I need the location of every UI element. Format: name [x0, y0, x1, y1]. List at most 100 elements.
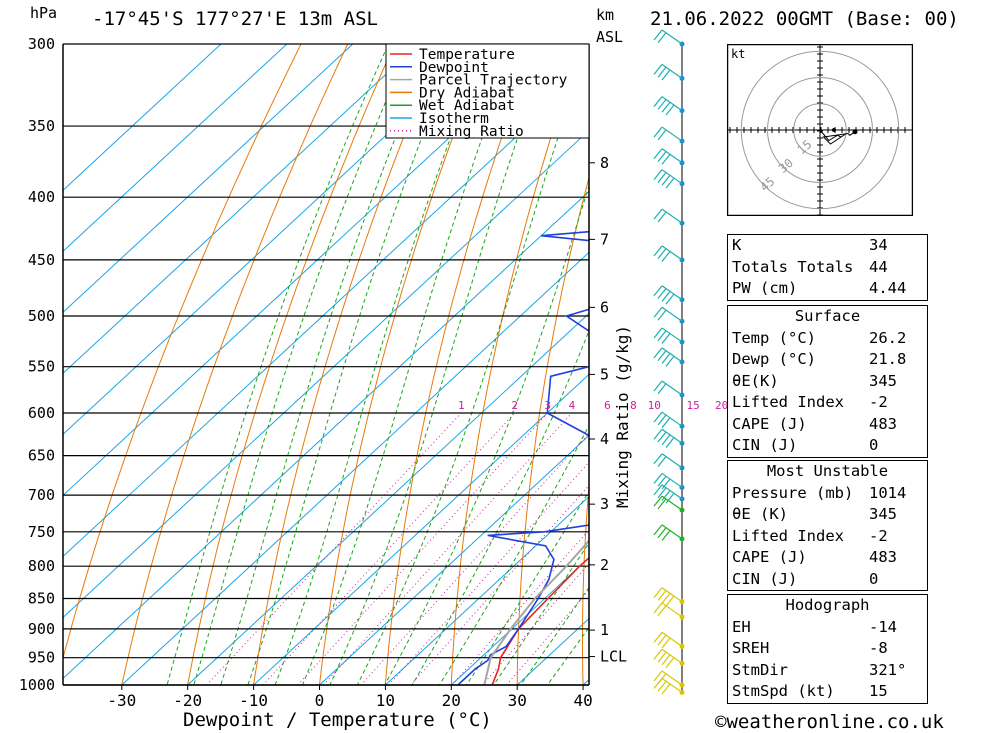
pressure-tick-label: 600 [28, 404, 55, 422]
barb-flag [661, 69, 671, 81]
wet-adiabat-line [193, 44, 412, 685]
barb-staff [661, 380, 683, 396]
wind-barb [653, 63, 683, 81]
wind-barb [653, 306, 683, 322]
isotherm-line [63, 44, 551, 497]
height-tick-label: 5 [600, 365, 609, 383]
barb-flag [661, 637, 671, 649]
index-row-totals: Totals Totals 44 [732, 257, 888, 276]
wet-adiabat-line [356, 44, 589, 685]
barb-flag [653, 63, 663, 75]
height-unit-km: km [596, 6, 615, 24]
wind-barb [653, 428, 683, 448]
x-tick-label: 20 [442, 691, 461, 710]
isotherm-line [63, 44, 354, 313]
wind-barb [653, 96, 683, 116]
height-tick-label: 8 [600, 154, 609, 172]
barb-flag [665, 657, 675, 669]
x-tick-label: 40 [573, 691, 592, 710]
series-line-dewpoint [457, 116, 589, 685]
page-title: -17°45'S 177°27'E 13m ASL [92, 8, 378, 30]
barb-staff [661, 245, 683, 261]
wind-barb [653, 484, 683, 504]
mixing-ratio-line [506, 589, 589, 685]
mixing-ratio-label: 15 [686, 399, 699, 412]
barb-flag [653, 428, 663, 440]
barb-flag [653, 524, 663, 536]
barb-flag [657, 309, 667, 321]
barb-flag [665, 595, 675, 607]
height-tick-label: 4 [600, 430, 609, 448]
barb-flag [653, 484, 663, 496]
wet-adiabat-line [329, 44, 552, 685]
hodograph-ring [793, 103, 847, 157]
barb-flag [653, 587, 663, 598]
legend-box [385, 43, 590, 139]
x-tick-label: 30 [508, 691, 527, 710]
wet-adiabat-line [384, 183, 589, 685]
mixing-ratio-title: Mixing Ratio (g/kg) [613, 324, 632, 508]
surface-row-li: Lifted Index -2 [732, 393, 888, 411]
barb-flag [657, 288, 667, 299]
pressure-tick-label: 350 [28, 117, 55, 135]
barb-flag [653, 411, 663, 423]
pressure-tick-label: 900 [28, 620, 55, 638]
barb-flag [657, 498, 667, 510]
barb-flag [657, 32, 667, 44]
dry-adiabat-line [318, 44, 489, 685]
isotherm-line [63, 44, 288, 252]
barb-flag [657, 680, 667, 692]
barb-flag [653, 473, 663, 484]
barb-flag [661, 478, 671, 490]
barb-flag [653, 169, 663, 181]
mixing-ratio-labels: 12346810152025 [458, 399, 751, 412]
height-tick-label: 6 [600, 298, 609, 316]
hodograph-trace [819, 129, 856, 145]
legend-label: Temperature [419, 47, 515, 63]
hodo-row-sreh: SREH -8 [732, 639, 888, 657]
wet-adiabat-line [274, 44, 488, 685]
wind-barb [653, 472, 683, 490]
legend-label: Dry Adiabat [419, 85, 515, 101]
barb-flag [665, 177, 675, 189]
height-tick-label: 7 [600, 230, 609, 248]
mixing-ratio-label: 8 [630, 399, 637, 412]
x-tick-label: 10 [376, 691, 395, 710]
legend-label: Wet Adiabat [419, 98, 515, 114]
mixing-ratio-label: 6 [604, 399, 611, 412]
wind-barb [653, 631, 683, 649]
dry-adiabat-line [187, 44, 395, 685]
barb-flag [661, 530, 671, 541]
isotherm-line [450, 556, 589, 685]
barb-flag [665, 293, 675, 305]
pressure-tick-label: 500 [28, 307, 55, 325]
index-row-pw: PW (cm) 4.44 [732, 279, 907, 297]
height-unit: km ASL [596, 4, 623, 48]
wind-barb [653, 495, 683, 511]
barb-flag [653, 648, 663, 660]
barb-flag [653, 327, 663, 339]
barb-flag [661, 154, 671, 165]
mu-row-cin: CIN (J) 0 [732, 569, 879, 588]
wet-adiabat-line [546, 626, 589, 685]
isotherm-line [121, 251, 589, 685]
pressure-tick-label: 450 [28, 251, 55, 269]
barb-flag [657, 527, 667, 539]
surface-row-theta: θE(K) 345 [732, 371, 897, 390]
wind-barb [653, 648, 683, 669]
barb-flag [661, 251, 671, 262]
index-row-k: K 34 [732, 236, 888, 254]
credit-link[interactable]: ©weatheronline.co.uk [715, 711, 944, 733]
barb-staff [661, 677, 683, 693]
mixing-ratio-label: 4 [569, 399, 576, 412]
barb-flag [653, 495, 663, 507]
barb-staff [661, 631, 683, 647]
barb-flag [661, 101, 671, 113]
wet-adiabat-line [438, 424, 589, 685]
run-time: 21.06.2022 00GMT (Base: 00) [650, 8, 959, 30]
wind-barb [653, 602, 683, 618]
mixing-ratio-line [451, 529, 589, 685]
barb-flag [661, 683, 671, 695]
